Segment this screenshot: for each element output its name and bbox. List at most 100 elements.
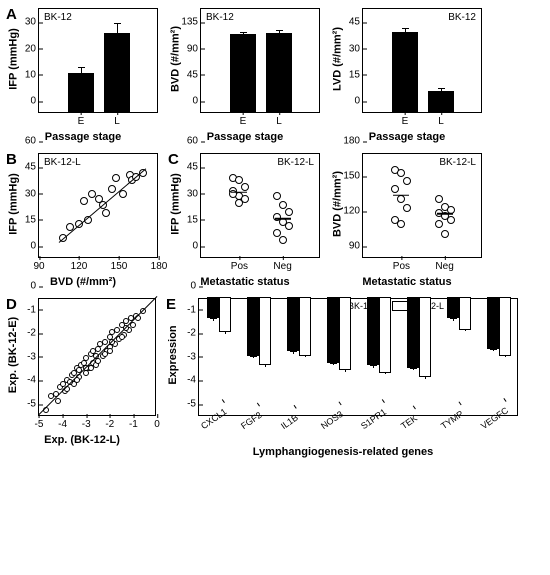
xtick: 180 bbox=[151, 257, 168, 272]
xlabel: Exp. (BK-12-L) bbox=[8, 434, 156, 446]
ytick: 0 bbox=[30, 241, 39, 252]
inset-label: BK-12 bbox=[448, 12, 476, 23]
strip-point bbox=[403, 177, 411, 185]
inset-label: BK-12-L bbox=[439, 157, 476, 168]
xtick: S1PR1 bbox=[359, 407, 388, 432]
inset-label: BK-12-L bbox=[277, 157, 314, 168]
strip-point bbox=[235, 199, 243, 207]
bar bbox=[487, 297, 499, 349]
bar bbox=[327, 297, 339, 363]
ytick: 15 bbox=[25, 214, 39, 225]
xtick: IL1B bbox=[279, 412, 300, 431]
xlabel: Metastatic status bbox=[332, 276, 482, 288]
xtick: Pos bbox=[393, 257, 410, 272]
xtick: Pos bbox=[231, 257, 248, 272]
panel-a: A IFP (mmHg)010203040BK-12ELPassage stag… bbox=[8, 8, 482, 143]
bar bbox=[68, 73, 94, 112]
ytick: -3 bbox=[187, 351, 199, 362]
ytick: 60 bbox=[25, 136, 39, 147]
xtick: E bbox=[78, 112, 85, 127]
xtick: -4 bbox=[58, 415, 67, 430]
ytick: 150 bbox=[343, 171, 363, 182]
strip-point bbox=[441, 230, 449, 238]
xtick: CXCL1 bbox=[199, 406, 229, 431]
ytick: -5 bbox=[27, 399, 39, 410]
ytick: -5 bbox=[187, 399, 199, 410]
scatter-point bbox=[119, 334, 125, 340]
plot-area: -5-4-3-2-10-5-4-3-2-10 bbox=[38, 298, 156, 416]
xtick: Neg bbox=[435, 257, 453, 272]
xtick: -3 bbox=[82, 415, 91, 430]
ytick: -1 bbox=[187, 304, 199, 315]
inset-label: BK-12 bbox=[206, 12, 234, 23]
panel-d-label: D bbox=[6, 296, 17, 313]
bar bbox=[379, 297, 391, 373]
xtick: VEGFC bbox=[479, 405, 510, 431]
xtick: E bbox=[402, 112, 409, 127]
panel-a-label: A bbox=[6, 6, 17, 23]
xtick: 90 bbox=[33, 257, 44, 272]
row-bc: B IFP (mmHg)01530456090120150180BK-12-LB… bbox=[8, 153, 542, 288]
median-line bbox=[437, 213, 453, 215]
xtick: -2 bbox=[105, 415, 114, 430]
xtick: -1 bbox=[129, 415, 138, 430]
ytick: -4 bbox=[27, 375, 39, 386]
panel-e: E Expression-5-4-3-2-10BK-12-EBK-12-LCXC… bbox=[168, 298, 518, 458]
xtick: 120 bbox=[71, 257, 88, 272]
bar bbox=[287, 297, 299, 351]
xtick: L bbox=[114, 112, 120, 127]
xtick: -5 bbox=[35, 415, 44, 430]
bar bbox=[207, 297, 219, 318]
bar bbox=[219, 297, 231, 332]
ylabel: BVD (#/mm²) bbox=[169, 6, 181, 111]
xtick: E bbox=[240, 112, 247, 127]
ytick: 0 bbox=[30, 281, 39, 292]
strip-point bbox=[435, 220, 443, 228]
ytick: -3 bbox=[27, 351, 39, 362]
row-a: A IFP (mmHg)010203040BK-12ELPassage stag… bbox=[8, 8, 542, 143]
scatter-point bbox=[102, 209, 110, 217]
strip-point bbox=[285, 208, 293, 216]
inset-label: BK-12 bbox=[44, 12, 72, 23]
strip-point bbox=[285, 222, 293, 230]
panel-b-label: B bbox=[6, 151, 17, 168]
xtick: L bbox=[438, 112, 444, 127]
ytick: 0 bbox=[30, 96, 39, 107]
scatter-point bbox=[55, 398, 61, 404]
bar bbox=[499, 297, 511, 356]
plot-area: -5-4-3-2-10BK-12-EBK-12-LCXCL1FGF2IL1BNO… bbox=[198, 298, 518, 416]
plot-area: 01530456090120150180BK-12-L bbox=[38, 153, 158, 258]
ytick: -4 bbox=[187, 375, 199, 386]
ytick: 60 bbox=[187, 136, 201, 147]
xtick: Neg bbox=[273, 257, 291, 272]
plot-area: 015304560BK-12-LPosNeg bbox=[200, 153, 320, 258]
ytick: 180 bbox=[343, 136, 363, 147]
ytick: 30 bbox=[349, 43, 363, 54]
ytick: 0 bbox=[192, 96, 201, 107]
scatter-point bbox=[80, 197, 88, 205]
ytick: 45 bbox=[349, 17, 363, 28]
bar bbox=[299, 297, 311, 356]
ytick: 45 bbox=[25, 162, 39, 173]
bar bbox=[339, 297, 351, 370]
ytick: 30 bbox=[25, 188, 39, 199]
strip-point bbox=[403, 204, 411, 212]
ytick: 120 bbox=[343, 206, 363, 217]
bar bbox=[447, 297, 459, 318]
ytick: 90 bbox=[187, 43, 201, 54]
fit-line bbox=[59, 169, 146, 243]
ytick: 30 bbox=[25, 17, 39, 28]
bar bbox=[407, 297, 419, 368]
bar bbox=[428, 91, 454, 112]
bar bbox=[459, 297, 471, 330]
median-line bbox=[393, 194, 409, 196]
strip-point bbox=[397, 169, 405, 177]
ytick: 30 bbox=[187, 188, 201, 199]
bar bbox=[259, 297, 271, 365]
ylabel: LVD (#/mm²) bbox=[331, 6, 343, 111]
ylabel: Expression bbox=[167, 296, 179, 414]
xtick: NOS3 bbox=[319, 409, 345, 431]
xtick: TEK bbox=[399, 413, 419, 431]
strip-point bbox=[391, 185, 399, 193]
median-line bbox=[275, 218, 291, 220]
